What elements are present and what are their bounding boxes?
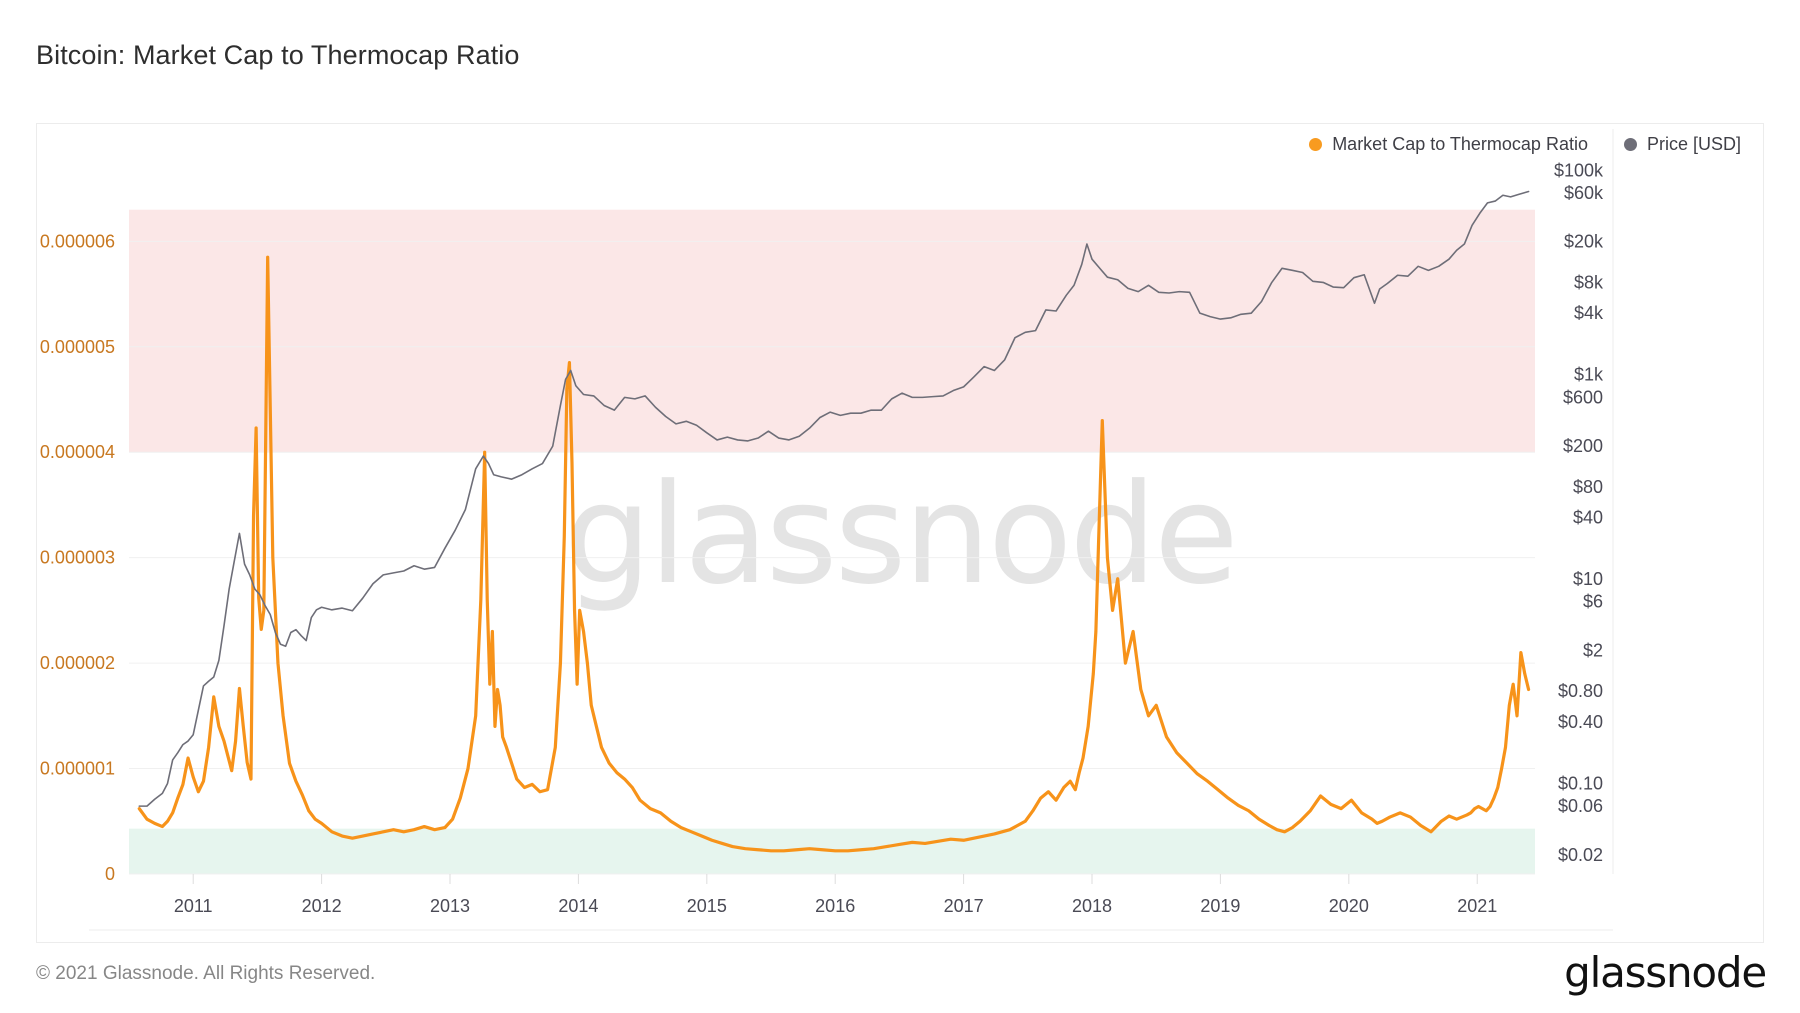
x-axis-tick-label: 2018 [1072, 896, 1112, 916]
y-axis-right-tick-label: $6 [1583, 592, 1603, 612]
y-axis-right-tick-label: $10 [1573, 569, 1603, 589]
y-axis-left-tick-label: 0.000002 [40, 653, 115, 673]
y-axis-right-tick-label: $0.06 [1558, 796, 1603, 816]
y-axis-left-tick-label: 0.000003 [40, 548, 115, 568]
y-axis-left-tick-label: 0.000005 [40, 337, 115, 357]
chart-plot-area[interactable]: 0 0.000001 0.000002 0.000003 0.000004 0.00000… [37, 124, 1763, 942]
legend-dot-price-icon [1623, 138, 1637, 151]
series-line-price [138, 190, 1530, 807]
x-axis-tick-label: 2012 [302, 896, 342, 916]
x-axis-tick-label: 2020 [1329, 896, 1369, 916]
x-axis-tick-label: 2014 [558, 896, 598, 916]
y-axis-right-tick-label: $600 [1563, 387, 1603, 407]
y-axis-right-tick-label: $2 [1583, 641, 1603, 661]
series-line-ratio [137, 255, 1531, 853]
y-axis-left-tick-label: 0.000001 [40, 759, 115, 779]
legend-label-ratio: Market Cap to Thermocap Ratio [1332, 134, 1588, 154]
y-axis-right-tick-label: $100k [1554, 160, 1604, 180]
legend-label-price: Price [USD] [1646, 134, 1741, 154]
y-axis-right-tick-label: $0.10 [1558, 773, 1603, 793]
legend-item-price[interactable]: Price [USD] [1623, 134, 1741, 155]
chart-legend: Market Cap to Thermocap Ratio Price [USD… [1309, 134, 1741, 155]
x-axis-tick-label: 2013 [430, 896, 470, 916]
x-axis-tick-label: 2016 [815, 896, 855, 916]
x-axis-tick-label: 2021 [1457, 896, 1497, 916]
y-axis-right-tick-label: $20k [1564, 232, 1604, 252]
copyright-notice: © 2021 Glassnode. All Rights Reserved. [36, 963, 376, 984]
y-axis-left-tick-label: 0.000004 [40, 442, 115, 462]
y-axis-right-tick-label: $1k [1574, 365, 1604, 385]
x-axis-tick-label: 2017 [944, 896, 984, 916]
y-axis-right-tick-label: $0.02 [1558, 845, 1603, 865]
y-axis-left-tick-label: 0.000006 [40, 231, 115, 251]
x-axis-tick-label: 2011 [174, 896, 213, 916]
chart-card: Market Cap to Thermocap Ratio Price [USD… [36, 123, 1764, 943]
legend-dot-ratio-icon [1309, 138, 1323, 151]
legend-item-ratio[interactable]: Market Cap to Thermocap Ratio [1309, 134, 1588, 155]
y-axis-right-tick-label: $60k [1564, 183, 1604, 203]
y-axis-right-tick-label: $8k [1574, 272, 1604, 292]
glassnode-logo: glassnode [1564, 948, 1767, 997]
y-axis-right-tick-label: $4k [1574, 303, 1604, 323]
y-axis-right-tick-label: $0.40 [1558, 712, 1603, 732]
y-axis-right-tick-label: $80 [1573, 477, 1603, 497]
y-axis-left-tick-label: 0 [105, 864, 115, 884]
x-axis-tick-label: 2019 [1200, 896, 1240, 916]
y-axis-right-tick-label: $200 [1563, 436, 1603, 456]
overvalued-band [129, 209, 1535, 453]
page-title: Bitcoin: Market Cap to Thermocap Ratio [36, 40, 520, 70]
y-axis-right-tick-label: $0.80 [1558, 681, 1603, 701]
x-axis-tick-label: 2015 [687, 896, 727, 916]
y-axis-right-tick-label: $40 [1573, 508, 1603, 528]
